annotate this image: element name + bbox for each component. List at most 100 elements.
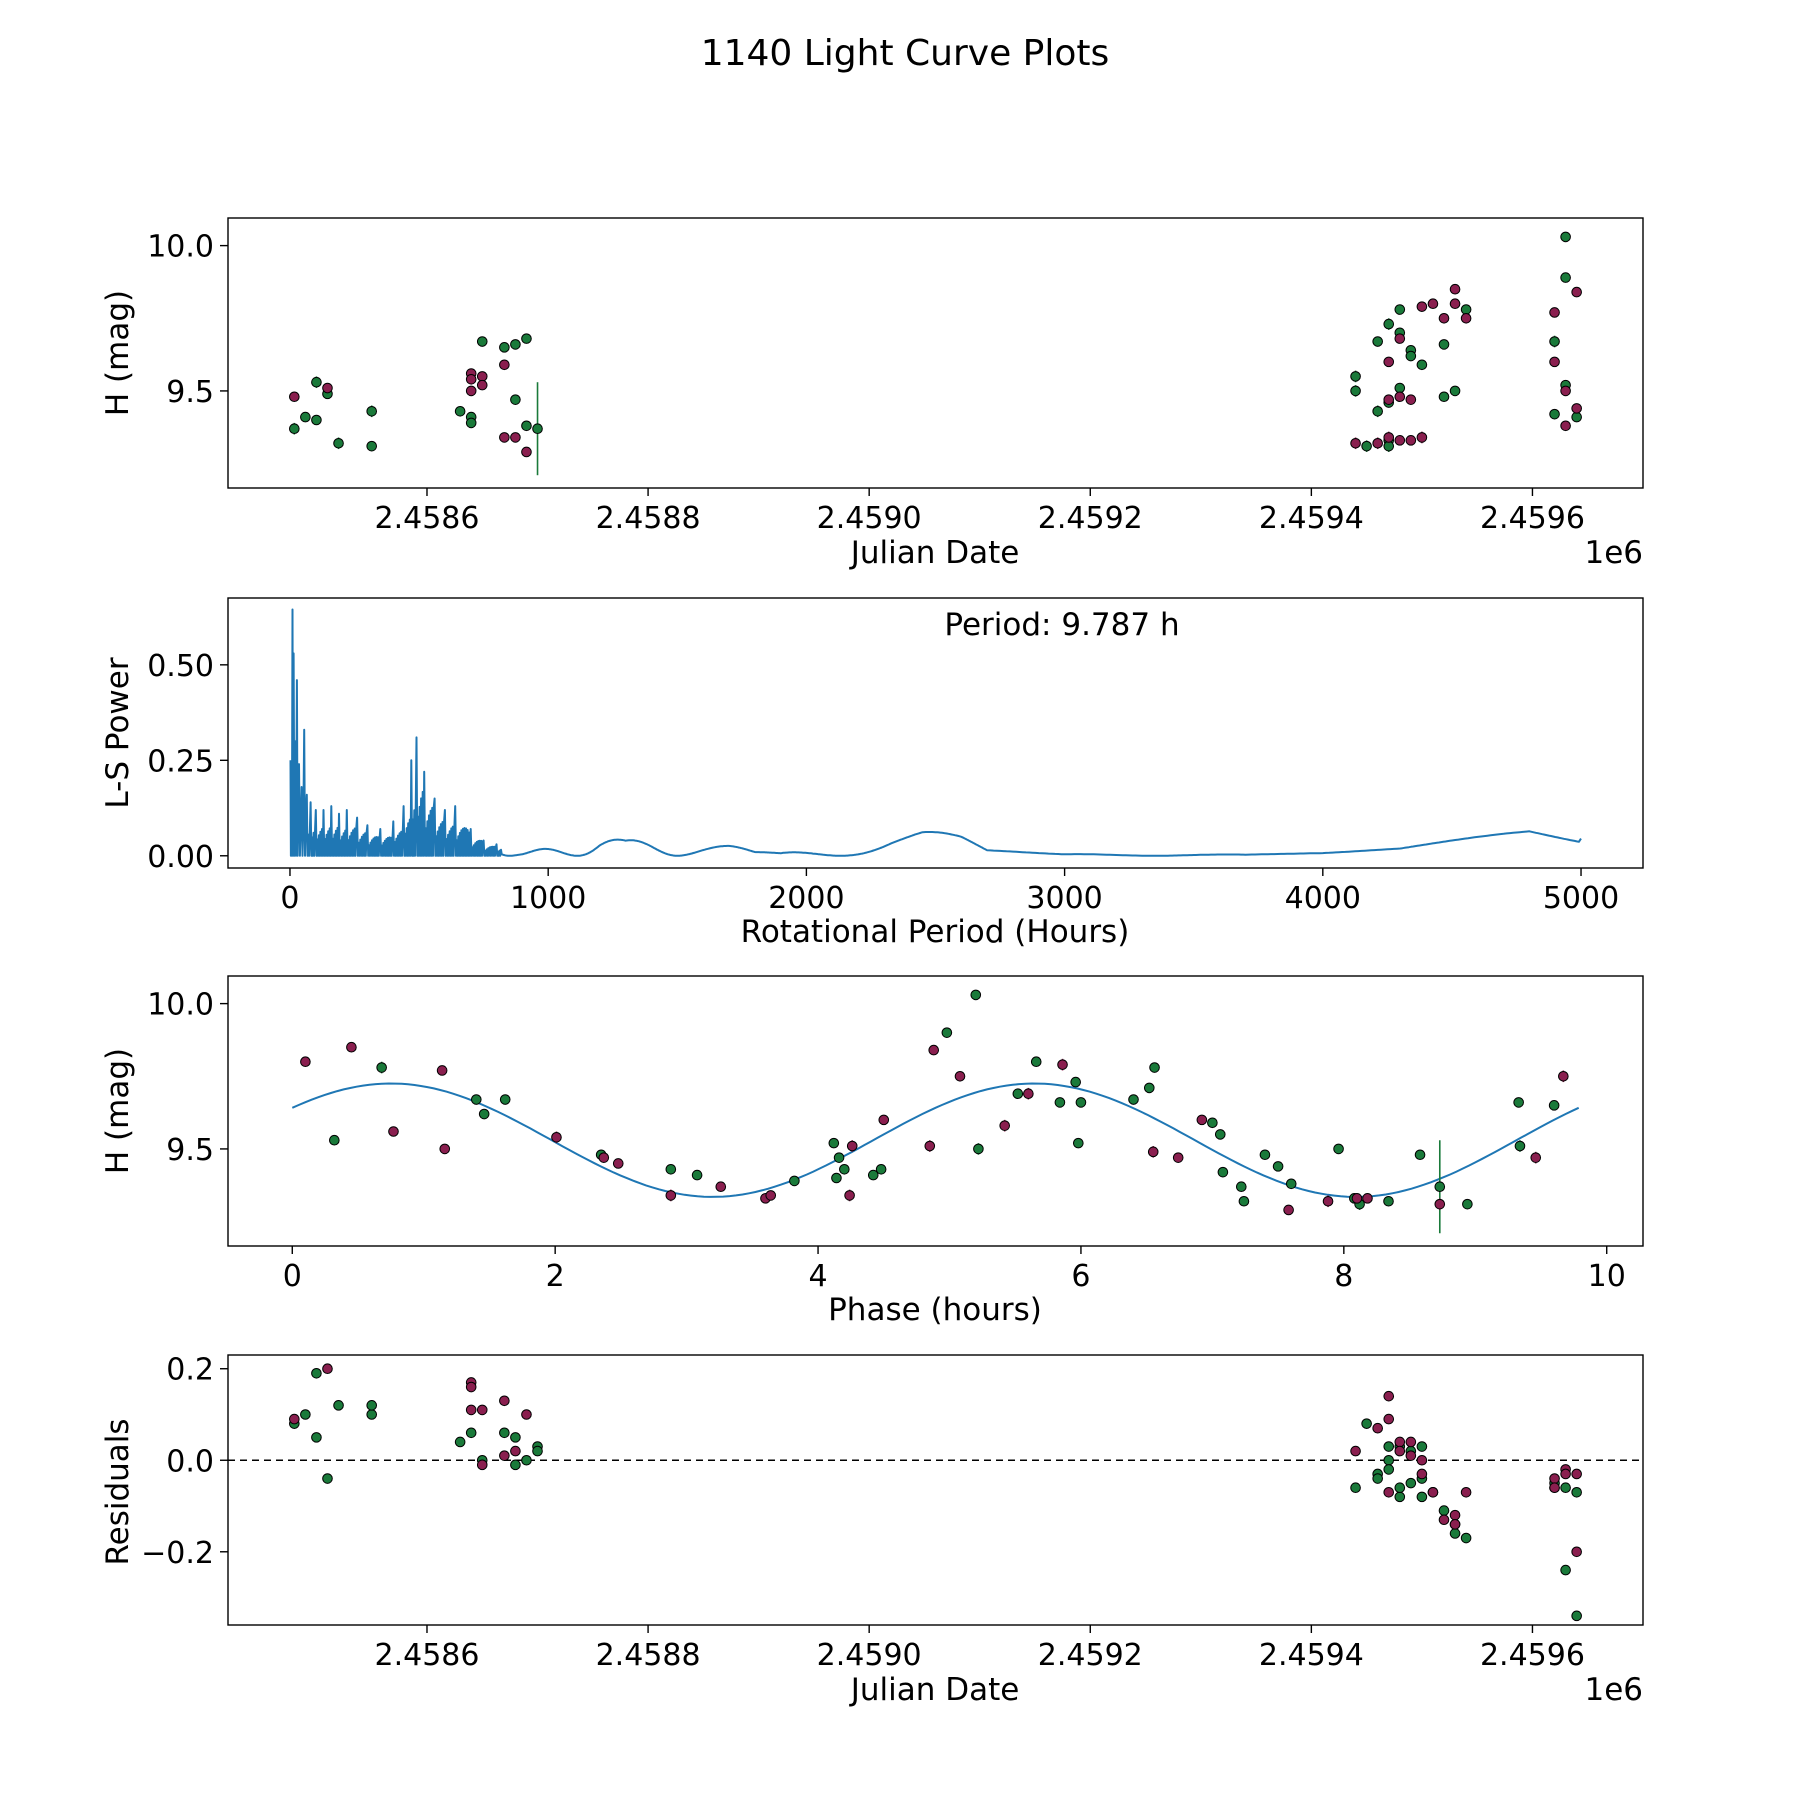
data-point bbox=[1416, 1468, 1428, 1480]
data-point bbox=[1549, 1473, 1560, 1484]
x-tick-label: 5000 bbox=[1543, 881, 1619, 916]
x-tick-label: 1000 bbox=[510, 881, 586, 916]
data-point bbox=[1449, 1528, 1461, 1539]
data-point bbox=[465, 1404, 477, 1416]
phase-frame bbox=[227, 975, 1644, 1247]
data-point bbox=[1558, 1070, 1569, 1082]
x-tick-label: 2.4590 bbox=[817, 501, 922, 536]
data-point bbox=[1372, 437, 1383, 449]
y-tick-label: 9.5 bbox=[166, 375, 214, 410]
periodogram-marks bbox=[289, 608, 1582, 857]
data-point bbox=[510, 1445, 521, 1457]
data-point bbox=[1416, 359, 1428, 371]
data-point bbox=[1238, 1195, 1250, 1207]
data-point bbox=[612, 1158, 624, 1169]
data-point bbox=[476, 371, 488, 382]
data-point bbox=[1054, 1097, 1066, 1108]
data-point bbox=[499, 1094, 511, 1105]
lightcurve-marks bbox=[289, 231, 1582, 476]
data-point bbox=[1285, 1178, 1297, 1190]
data-point bbox=[388, 1126, 399, 1137]
data-point bbox=[1549, 356, 1560, 368]
data-point bbox=[973, 1143, 984, 1155]
panel-periodogram: 0 1000 2000 3000 4000 5000 0.00 0.25 0.50 Period… bbox=[100, 597, 1644, 950]
data-point bbox=[551, 1132, 562, 1143]
data-point bbox=[665, 1190, 677, 1201]
data-point bbox=[465, 417, 477, 429]
lightcurve-ticks: 2.4586 2.4588 2.4590 2.4592 2.4594 2.4596 9.5 1… bbox=[147, 230, 1585, 536]
data-point bbox=[311, 376, 322, 388]
periodogram-line bbox=[289, 608, 1582, 857]
data-point bbox=[439, 1143, 451, 1155]
x-tick-label: 8 bbox=[1334, 1259, 1353, 1294]
data-point bbox=[928, 1044, 940, 1056]
data-point bbox=[1438, 312, 1450, 324]
data-point bbox=[1513, 1097, 1524, 1108]
data-point bbox=[1350, 385, 1361, 397]
lightcurve-frame bbox=[227, 217, 1644, 489]
x-tick-label: 3000 bbox=[1026, 881, 1102, 916]
data-point bbox=[510, 1432, 521, 1443]
panel-phase: 0 2 4 6 8 10 9.5 10.0 Phase (hours) H (mag) bbox=[100, 975, 1644, 1328]
data-point bbox=[366, 1400, 378, 1411]
y-tick-label: 10.0 bbox=[147, 988, 214, 1023]
data-point bbox=[1449, 283, 1461, 295]
data-point bbox=[300, 1056, 311, 1068]
x-tick-label: 2.4592 bbox=[1038, 501, 1143, 536]
panel-residuals: 2.4586 2.4588 2.4590 2.4592 2.4594 2.4596 −0.2… bbox=[100, 1353, 1644, 1708]
data-point bbox=[1128, 1094, 1139, 1105]
data-point bbox=[366, 405, 378, 417]
y-tick-label: 0.2 bbox=[166, 1353, 214, 1388]
data-point bbox=[1438, 339, 1450, 350]
data-point bbox=[454, 1436, 466, 1448]
data-point bbox=[598, 1152, 610, 1163]
residuals-x-offset: 1e6 bbox=[1584, 1672, 1643, 1708]
data-point bbox=[1057, 1059, 1068, 1070]
data-point bbox=[1416, 1491, 1428, 1503]
data-point bbox=[1394, 304, 1406, 315]
x-tick-label: 10 bbox=[1588, 1259, 1626, 1294]
data-point bbox=[1549, 307, 1560, 318]
data-point bbox=[941, 1027, 953, 1038]
data-point bbox=[499, 1395, 510, 1407]
y-tick-label: 0.25 bbox=[147, 744, 214, 779]
y-tick-label: 0.00 bbox=[147, 840, 214, 875]
data-point bbox=[1571, 1610, 1582, 1622]
data-point bbox=[924, 1140, 936, 1152]
y-tick-label: 0.50 bbox=[147, 649, 214, 684]
data-point bbox=[1236, 1181, 1247, 1193]
x-tick-label: 4000 bbox=[1285, 881, 1361, 916]
data-point bbox=[1259, 1149, 1271, 1161]
data-point bbox=[1434, 1181, 1446, 1193]
data-point bbox=[476, 336, 488, 347]
data-point bbox=[1460, 1532, 1472, 1544]
data-point bbox=[878, 1114, 890, 1126]
data-point bbox=[465, 374, 477, 385]
data-point bbox=[1449, 1519, 1461, 1530]
x-tick-label: 2.4590 bbox=[817, 1638, 922, 1673]
residuals-marks bbox=[228, 1363, 1643, 1622]
data-point bbox=[1383, 432, 1395, 443]
data-point bbox=[1383, 394, 1395, 405]
data-point bbox=[828, 1137, 840, 1149]
data-point bbox=[867, 1169, 879, 1181]
data-point bbox=[765, 1190, 777, 1201]
periodogram-xlabel: Rotational Period (Hours) bbox=[741, 914, 1130, 950]
data-point bbox=[1394, 1436, 1406, 1448]
data-point bbox=[1383, 1195, 1394, 1207]
data-point bbox=[1571, 1468, 1582, 1480]
data-point bbox=[831, 1172, 842, 1184]
data-point bbox=[1196, 1114, 1208, 1126]
data-point bbox=[1405, 1436, 1417, 1448]
data-point bbox=[1571, 411, 1582, 423]
data-point bbox=[833, 1152, 845, 1163]
data-point bbox=[300, 1409, 311, 1420]
data-point bbox=[366, 1409, 378, 1420]
data-point bbox=[1350, 1482, 1361, 1494]
data-point bbox=[289, 1413, 300, 1425]
data-point bbox=[1350, 437, 1361, 449]
data-point bbox=[1560, 420, 1571, 432]
x-tick-label: 2.4588 bbox=[596, 501, 701, 536]
data-point bbox=[346, 1041, 357, 1053]
data-point bbox=[1361, 440, 1372, 452]
